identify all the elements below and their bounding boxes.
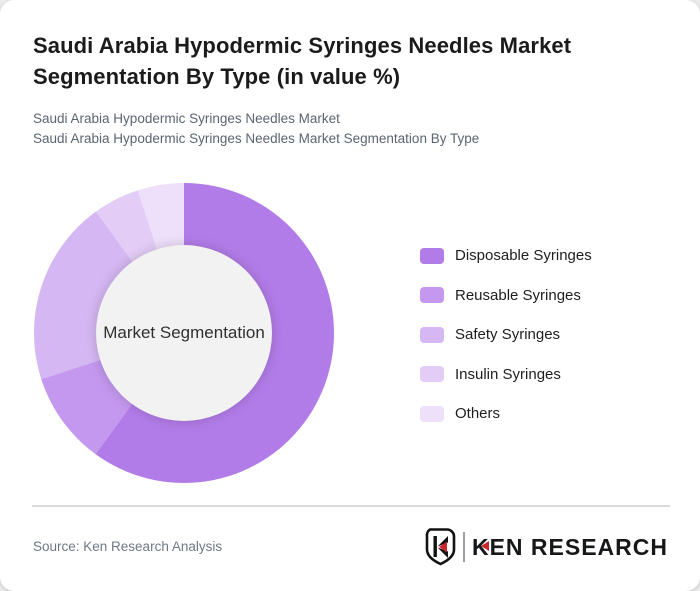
chart-legend: Disposable Syringes Reusable Syringes Sa… [420, 247, 592, 422]
legend-swatch [420, 247, 444, 264]
legend-item-disposable-syringes[interactable]: Disposable Syringes [420, 247, 592, 264]
chart-title: Saudi Arabia Hypodermic Syringes Needles… [33, 30, 648, 92]
ken-research-badge-icon [425, 528, 456, 566]
legend-label: Others [455, 405, 501, 422]
legend-label: Safety Syringes [455, 326, 561, 343]
donut-center-label: Market Segmentation [103, 323, 265, 342]
footer-divider [32, 505, 670, 507]
legend-swatch [420, 405, 444, 422]
legend-item-others[interactable]: Others [420, 405, 592, 422]
chart-subtitle: Saudi Arabia Hypodermic Syringes Needles… [33, 109, 479, 149]
subtitle-line2: Saudi Arabia Hypodermic Syringes Needles… [33, 131, 480, 146]
legend-swatch [420, 366, 444, 382]
donut-chart[interactable]: Market Segmentation [34, 183, 334, 483]
legend-swatch [420, 287, 444, 303]
logo-text: KEN RESEARCH [472, 534, 668, 561]
legend-swatch [420, 326, 444, 343]
donut-center: Market Segmentation [96, 245, 272, 421]
legend-label: Reusable Syringes [455, 286, 581, 304]
ken-research-logo: KEN RESEARCH [425, 528, 668, 566]
chart-title-line1: Saudi Arabia Hypodermic Syringes Needles… [33, 33, 572, 58]
logo-text-k: K [471, 533, 490, 560]
source-text: Source: Ken Research Analysis [33, 539, 223, 554]
logo-separator [462, 532, 465, 562]
legend-label: Insulin Syringes [455, 365, 561, 383]
legend-label: Disposable Syringes [455, 247, 592, 264]
legend-item-insulin-syringes[interactable]: Insulin Syringes [420, 366, 592, 383]
subtitle-line1: Saudi Arabia Hypodermic Syringes Needles… [33, 111, 340, 126]
legend-item-safety-syringes[interactable]: Safety Syringes [420, 326, 592, 343]
logo-text-rest: EN RESEARCH [489, 533, 668, 560]
legend-item-reusable-syringes[interactable]: Reusable Syringes [420, 287, 592, 304]
chart-title-line2: Segmentation By Type (in value %) [33, 64, 401, 89]
